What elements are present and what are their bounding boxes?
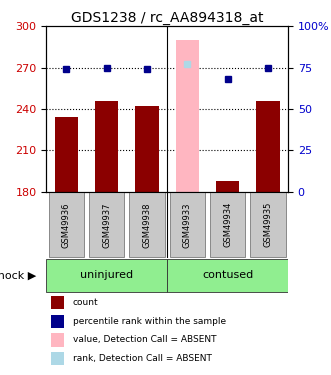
- Bar: [55, 117, 78, 192]
- Text: contused: contused: [202, 270, 253, 280]
- Text: GSM49937: GSM49937: [102, 202, 111, 248]
- Bar: [89, 192, 124, 257]
- Bar: [250, 192, 286, 257]
- Bar: [135, 106, 159, 192]
- Bar: [210, 192, 245, 257]
- Bar: [51, 352, 65, 365]
- Bar: [169, 192, 205, 257]
- Text: value, Detection Call = ABSENT: value, Detection Call = ABSENT: [73, 336, 216, 345]
- Bar: [49, 192, 84, 257]
- Bar: [256, 101, 279, 192]
- Text: percentile rank within the sample: percentile rank within the sample: [73, 317, 226, 326]
- Text: GSM49934: GSM49934: [223, 202, 232, 248]
- Text: GSM49933: GSM49933: [183, 202, 192, 248]
- Bar: [129, 192, 165, 257]
- Bar: [51, 333, 65, 346]
- Bar: [51, 296, 65, 309]
- Text: rank, Detection Call = ABSENT: rank, Detection Call = ABSENT: [73, 354, 212, 363]
- Bar: [95, 101, 118, 192]
- Text: uninjured: uninjured: [80, 270, 133, 280]
- Bar: [167, 259, 288, 292]
- Bar: [216, 181, 239, 192]
- Bar: [51, 315, 65, 328]
- Bar: [46, 259, 167, 292]
- Text: shock ▶: shock ▶: [0, 270, 36, 280]
- Text: GSM49938: GSM49938: [143, 202, 152, 248]
- Bar: [176, 40, 199, 192]
- Text: count: count: [73, 298, 99, 307]
- Text: GSM49935: GSM49935: [263, 202, 272, 248]
- Text: GSM49936: GSM49936: [62, 202, 71, 248]
- Title: GDS1238 / rc_AA894318_at: GDS1238 / rc_AA894318_at: [71, 11, 263, 25]
